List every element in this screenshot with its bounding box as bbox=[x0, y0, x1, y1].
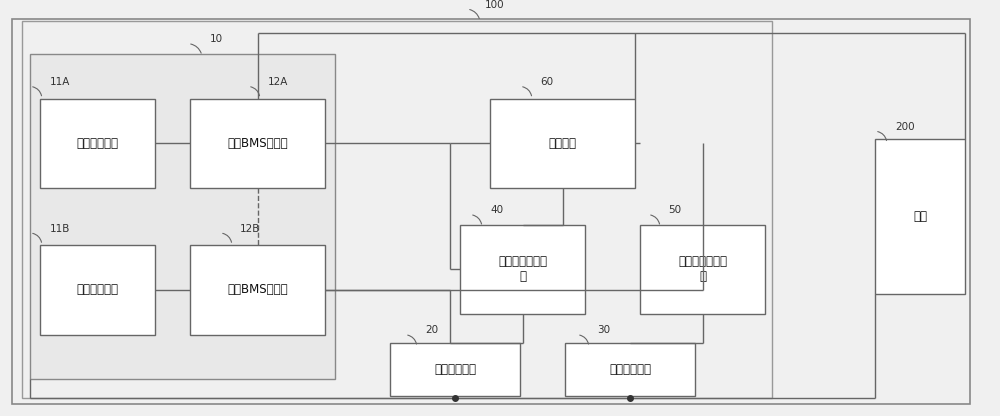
Bar bbox=[190, 99, 325, 188]
Bar bbox=[22, 21, 772, 398]
Text: 100: 100 bbox=[485, 0, 505, 10]
Text: 第二开关检测电
路: 第二开关检测电 路 bbox=[678, 255, 727, 283]
Bar bbox=[390, 343, 520, 396]
Bar bbox=[490, 99, 635, 188]
Text: 40: 40 bbox=[490, 205, 503, 215]
Text: 10: 10 bbox=[210, 35, 223, 45]
Bar bbox=[640, 225, 765, 314]
Text: 12B: 12B bbox=[240, 224, 260, 234]
Text: 控制电路: 控制电路 bbox=[548, 137, 576, 150]
Text: 第一开关电路: 第一开关电路 bbox=[434, 363, 476, 376]
Text: 11B: 11B bbox=[50, 224, 70, 234]
Text: 第二单体电池: 第二单体电池 bbox=[76, 283, 119, 296]
Text: 第一单体电池: 第一单体电池 bbox=[76, 137, 119, 150]
Bar bbox=[190, 245, 325, 334]
Text: 30: 30 bbox=[597, 325, 610, 335]
Bar bbox=[30, 54, 335, 379]
Bar bbox=[40, 99, 155, 188]
Text: 第一开关检测电
路: 第一开关检测电 路 bbox=[498, 255, 547, 283]
Bar bbox=[565, 343, 695, 396]
Text: 第二开关电路: 第二开关电路 bbox=[609, 363, 651, 376]
Text: 200: 200 bbox=[895, 122, 915, 132]
Text: 50: 50 bbox=[668, 205, 681, 215]
Text: 第二BMS保护板: 第二BMS保护板 bbox=[227, 283, 288, 296]
Bar bbox=[40, 245, 155, 334]
Text: 60: 60 bbox=[540, 77, 553, 87]
Bar bbox=[875, 139, 965, 294]
Text: 12A: 12A bbox=[268, 77, 288, 87]
Text: 第一BMS保护板: 第一BMS保护板 bbox=[227, 137, 288, 150]
Text: 负载: 负载 bbox=[913, 210, 927, 223]
Text: 11A: 11A bbox=[50, 77, 70, 87]
Bar bbox=[460, 225, 585, 314]
Text: 20: 20 bbox=[425, 325, 438, 335]
